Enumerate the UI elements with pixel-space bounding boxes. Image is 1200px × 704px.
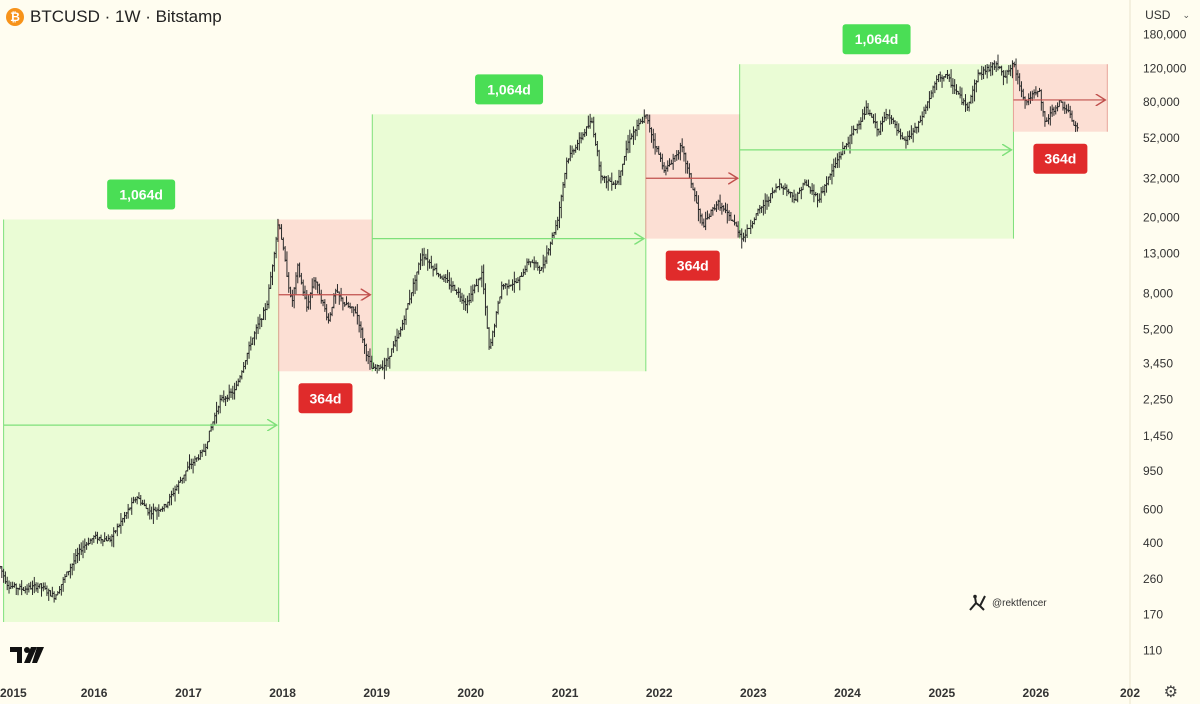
y-tick-label: 80,000	[1143, 95, 1180, 109]
symbol-title[interactable]: BTCUSD · 1W · Bitstamp	[30, 7, 222, 26]
y-tick-label: 5,200	[1143, 323, 1173, 337]
y-tick-label: 13,000	[1143, 246, 1180, 260]
y-tick-label: 52,000	[1143, 131, 1180, 145]
x-tick-label: 2020	[457, 686, 484, 700]
y-tick-label: 180,000	[1143, 28, 1187, 42]
gear-icon[interactable]: ⚙	[1163, 684, 1178, 701]
x-tick-label: 202	[1120, 686, 1140, 700]
y-tick-label: 260	[1143, 572, 1163, 586]
bull-duration-badge	[475, 74, 544, 105]
y-tick-label: 3,450	[1143, 357, 1173, 371]
x-tick-label: 2024	[834, 686, 861, 700]
bear-duration-label: 364d	[1044, 151, 1076, 167]
bull-duration-badge	[842, 24, 911, 55]
author-handle: @rektfencer	[992, 597, 1047, 609]
y-tick-label: 950	[1143, 464, 1163, 478]
currency-selector[interactable]: USD ⌄	[1145, 8, 1190, 22]
x-tick-label: 2023	[740, 686, 767, 700]
fencer-icon	[969, 594, 986, 611]
x-tick-label: 2022	[646, 686, 673, 700]
bear-duration-badge	[665, 250, 720, 281]
bull-zone-4	[739, 64, 1014, 239]
x-tick-label: 2015	[0, 686, 27, 700]
bull-duration-label: 1,064d	[119, 187, 163, 203]
bull-zone-2	[372, 114, 646, 372]
author-watermark: @rektfencer	[968, 594, 1047, 612]
bitcoin-icon: ₿	[6, 8, 24, 26]
y-tick-label: 400	[1143, 536, 1163, 550]
chart-header: ₿ BTCUSD · 1W · Bitstamp	[6, 6, 222, 28]
bear-zone-3	[645, 114, 740, 239]
y-tick-label: 600	[1143, 502, 1163, 516]
tradingview-logo-icon[interactable]	[10, 644, 44, 664]
y-tick-label: 120,000	[1143, 61, 1187, 75]
currency-label: USD	[1145, 8, 1171, 22]
x-tick-label: 2026	[1023, 686, 1050, 700]
x-tick-label: 2016	[81, 686, 108, 700]
y-tick-label: 2,250	[1143, 392, 1173, 406]
bull-duration-label: 1,064d	[855, 31, 899, 47]
bear-duration-label: 364d	[677, 258, 709, 274]
y-tick-label: 1,450	[1143, 429, 1173, 443]
chevron-down-icon: ⌄	[1182, 9, 1190, 20]
x-tick-label: 2018	[269, 686, 296, 700]
bull-duration-label: 1,064d	[487, 81, 531, 97]
bull-zone-0	[3, 219, 279, 622]
y-tick-label: 8,000	[1143, 287, 1173, 301]
bear-duration-badge	[298, 383, 353, 414]
y-tick-label: 20,000	[1143, 210, 1180, 224]
y-tick-label: 32,000	[1143, 171, 1180, 185]
bear-duration-label: 364d	[310, 390, 342, 406]
y-tick-label: 170	[1143, 607, 1163, 621]
bear-duration-badge	[1033, 143, 1088, 174]
bear-zone-5	[1013, 64, 1108, 132]
x-tick-label: 2017	[175, 686, 202, 700]
y-tick-label: 110	[1143, 644, 1162, 658]
x-tick-label: 2019	[363, 686, 390, 700]
x-tick-label: 2021	[552, 686, 579, 700]
x-tick-label: 2025	[928, 686, 955, 700]
bull-duration-badge	[107, 179, 176, 210]
